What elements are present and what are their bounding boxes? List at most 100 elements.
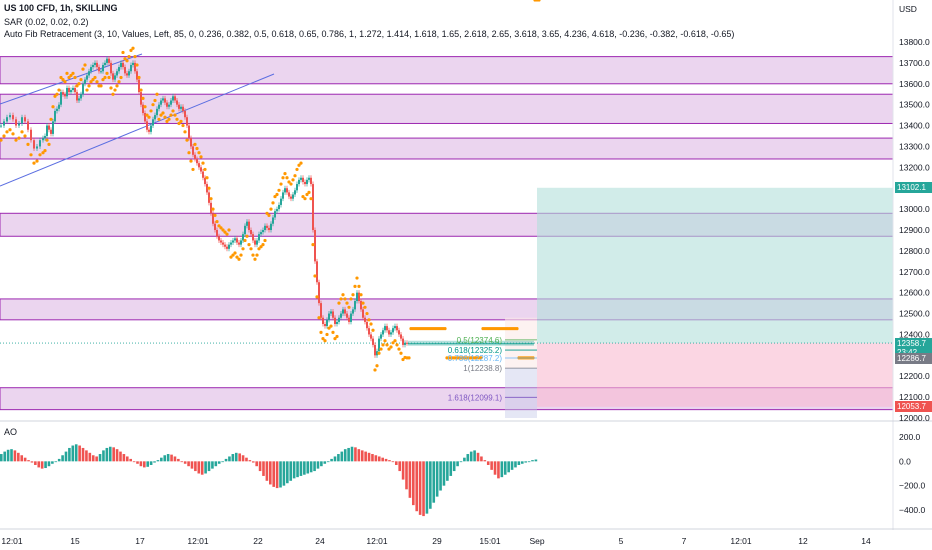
ao-histogram: 200.0 0.0 −200.0 −400.0 [0, 432, 926, 517]
ao-bar [221, 461, 224, 463]
ao-bar [180, 461, 184, 463]
candle-body [64, 94, 66, 97]
sar-dot [83, 63, 87, 67]
ao-bar [10, 449, 13, 462]
ao-bar [299, 461, 303, 476]
sar-dot [129, 48, 133, 52]
ao-bar [78, 445, 81, 462]
candle-body [15, 119, 17, 126]
ao-bar [531, 460, 534, 462]
candle-body [436, 343, 438, 345]
candle-body [302, 177, 304, 182]
sar-dot [51, 105, 55, 109]
sar-dot [373, 368, 377, 372]
sar-dot [229, 255, 233, 259]
sar-dot [357, 284, 361, 288]
ao-bar [258, 461, 262, 472]
sar-dot [20, 130, 24, 134]
candle-body [94, 62, 96, 65]
candle-body [18, 123, 20, 126]
sar-dot [89, 80, 93, 84]
position-tool[interactable] [0, 187, 893, 418]
candle-body [378, 338, 380, 352]
sar-dot [361, 301, 365, 305]
sar-dot [265, 211, 269, 215]
ao-bar [27, 460, 30, 462]
time-tick-6: 12:01 [366, 536, 388, 546]
candle-body [96, 62, 98, 68]
price-tick-1: 13700.0 [899, 58, 930, 68]
sar-dot [275, 192, 279, 197]
sar-dot [179, 119, 183, 123]
sar-indicator-label[interactable]: SAR (0.02, 0.02, 0.2) [4, 17, 89, 27]
sar-dot [175, 117, 179, 121]
ao-indicator-label[interactable]: AO [4, 427, 18, 437]
candle-body [0, 125, 2, 127]
candle-body [46, 125, 48, 136]
sar-dot [195, 146, 199, 151]
candle-body [212, 213, 214, 224]
candle-body [518, 343, 520, 345]
candle-body [290, 196, 292, 199]
sar-dot [365, 311, 369, 316]
sar-dot [87, 84, 91, 88]
candle-body [270, 223, 272, 230]
sar-dot [107, 75, 111, 80]
ao-bar [105, 447, 109, 462]
candle-body [360, 301, 362, 310]
candle-body [312, 184, 314, 230]
candle-body [294, 190, 296, 195]
candle-body [100, 71, 102, 73]
candle-body [476, 343, 478, 345]
ao-bar [517, 461, 521, 465]
candle-body [9, 115, 11, 118]
sar-dot [63, 80, 67, 84]
sar-dot [313, 274, 317, 278]
sar-dot [171, 109, 175, 113]
symbol-title[interactable]: US 100 CFD, 1h, SKILLING [4, 3, 118, 13]
ao-bar [275, 461, 279, 489]
sar-dot [221, 228, 225, 232]
candle-body [468, 343, 470, 345]
candle-body [350, 313, 352, 322]
candle-body [298, 179, 300, 185]
candle-body [508, 343, 510, 345]
candle-body [132, 62, 134, 65]
sar-dot [479, 356, 483, 360]
fib-indicator-label[interactable]: Auto Fib Retracement (3, 10, Values, Lef… [4, 29, 735, 39]
candle-body [174, 96, 176, 101]
ao-bar [265, 461, 269, 481]
sar-dot [99, 84, 103, 88]
sar-dot [213, 213, 217, 217]
sar-dot [369, 322, 373, 326]
price-tick-4: 13400.0 [899, 121, 930, 131]
sar-dot [227, 228, 231, 232]
sar-dot [321, 337, 325, 341]
ao-bar [282, 461, 286, 486]
ao-bar [456, 461, 459, 467]
sar-dot [38, 153, 42, 157]
ao-bar [245, 457, 248, 462]
ao-bar [398, 461, 401, 472]
candle-body [500, 343, 502, 345]
candle-body [316, 261, 318, 283]
sar-dot [343, 297, 347, 301]
sar-dot [57, 88, 61, 92]
sar-dot [253, 257, 257, 261]
trendlines[interactable] [0, 53, 275, 187]
sar-dot [157, 117, 161, 121]
ao-bar [388, 460, 391, 462]
ao-bar [384, 458, 388, 462]
sar-dot [371, 328, 375, 332]
candle-body [254, 240, 256, 245]
price-tick-10: 12800.0 [899, 246, 930, 256]
sar-dot [163, 115, 167, 119]
candle-body [384, 326, 386, 331]
sar-dot [217, 224, 221, 228]
candle-body [274, 211, 276, 218]
sar-dot [143, 105, 147, 109]
sar-dot [181, 123, 185, 128]
ao-bar [71, 445, 75, 462]
ao-bar [527, 461, 531, 463]
